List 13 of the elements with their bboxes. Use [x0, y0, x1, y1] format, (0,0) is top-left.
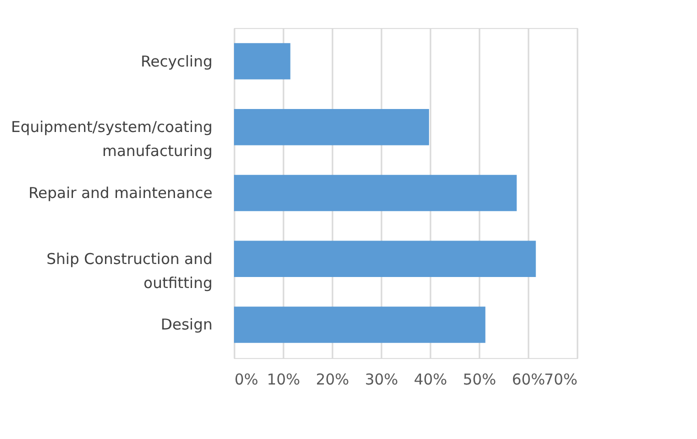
x-tick-label: 0% — [234, 370, 258, 388]
y-tick-label: Design — [160, 316, 212, 334]
x-tick-label: 10% — [266, 370, 300, 388]
x-tick-label: 60% — [512, 370, 546, 388]
x-tick-label: 50% — [462, 370, 496, 388]
x-tick-label: 20% — [316, 370, 350, 388]
y-tick-label: Equipment/system/coating manufacturing — [11, 118, 212, 160]
x-tick-label: 30% — [364, 370, 398, 388]
y-tick-label: Ship Construction and outfitting — [46, 250, 212, 292]
x-tick-label: 70% — [544, 370, 578, 388]
y-tick-label: Repair and maintenance — [28, 184, 212, 202]
x-tick-label: 40% — [414, 370, 448, 388]
y-tick-label: Recycling — [140, 52, 212, 70]
